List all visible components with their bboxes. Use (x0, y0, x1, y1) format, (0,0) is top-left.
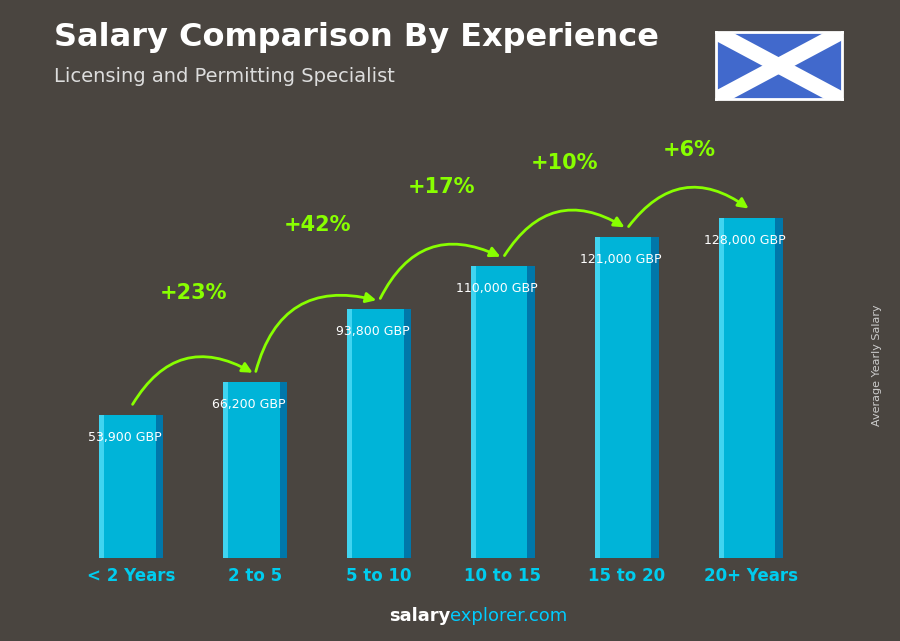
Bar (223, 382, 228, 558)
Bar (346, 309, 411, 558)
Bar (471, 266, 476, 558)
Bar (99, 415, 104, 558)
Bar (595, 237, 659, 558)
Text: Licensing and Permitting Specialist: Licensing and Permitting Specialist (54, 67, 395, 87)
Bar (223, 382, 287, 558)
Bar (775, 218, 783, 558)
Text: Average Yearly Salary: Average Yearly Salary (872, 304, 883, 426)
Text: Salary Comparison By Experience: Salary Comparison By Experience (54, 22, 659, 53)
Bar (718, 218, 783, 558)
Text: salary: salary (389, 607, 450, 625)
Bar (280, 382, 287, 558)
Bar (99, 415, 164, 558)
Text: +10%: +10% (531, 153, 598, 173)
Bar (595, 237, 599, 558)
Bar (471, 266, 536, 558)
Text: 53,900 GBP: 53,900 GBP (88, 431, 162, 444)
Text: 128,000 GBP: 128,000 GBP (704, 234, 786, 247)
Text: +17%: +17% (407, 177, 475, 197)
Bar (156, 415, 164, 558)
Text: 121,000 GBP: 121,000 GBP (580, 253, 662, 265)
Bar (527, 266, 536, 558)
Text: 93,800 GBP: 93,800 GBP (336, 325, 410, 338)
Text: +23%: +23% (159, 283, 227, 303)
Bar (718, 218, 724, 558)
Text: 110,000 GBP: 110,000 GBP (456, 282, 537, 295)
Bar (652, 237, 659, 558)
Text: +6%: +6% (662, 140, 716, 160)
Bar (403, 309, 411, 558)
Text: explorer.com: explorer.com (450, 607, 567, 625)
Bar (346, 309, 352, 558)
Text: 66,200 GBP: 66,200 GBP (212, 398, 285, 411)
Text: +42%: +42% (284, 215, 351, 235)
